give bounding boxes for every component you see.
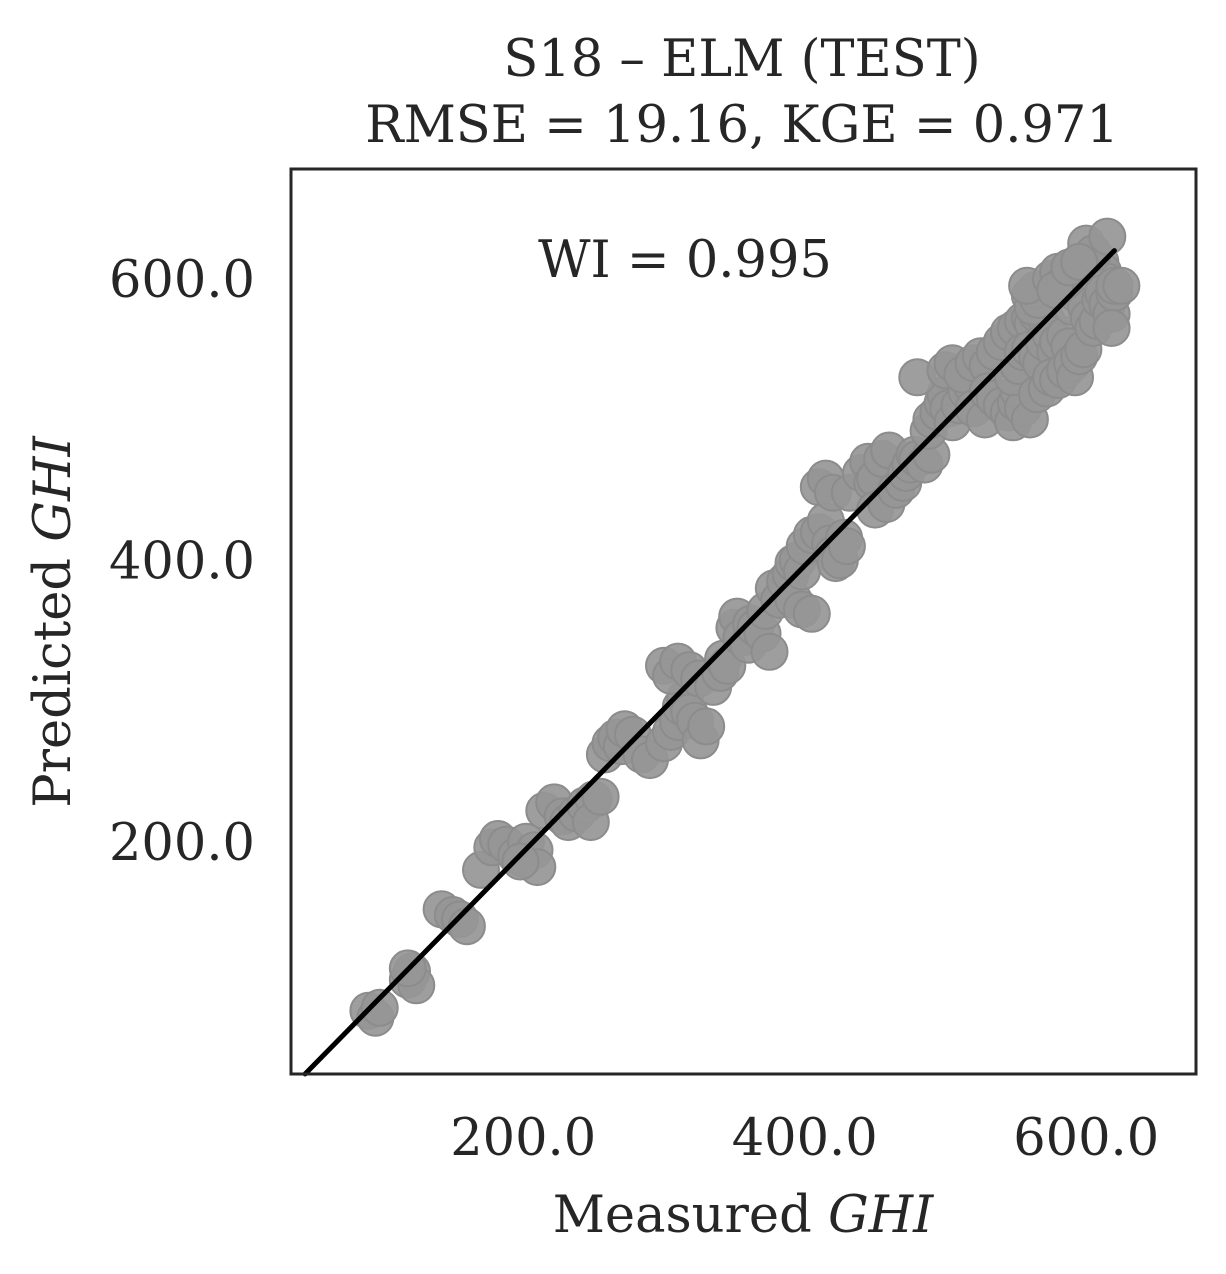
x-tick-label: 200.0 bbox=[450, 1109, 596, 1168]
x-axis-label-text: Measured bbox=[553, 1186, 828, 1245]
scatter-point bbox=[1102, 266, 1141, 305]
y-axis-label: Predicted GHI bbox=[24, 436, 83, 808]
y-tick-label: 600.0 bbox=[109, 251, 255, 310]
scatter-point bbox=[501, 842, 540, 881]
scatter-point bbox=[792, 594, 831, 633]
x-tick-label: 400.0 bbox=[732, 1109, 878, 1168]
scatter-point bbox=[447, 907, 486, 946]
plot-area bbox=[289, 167, 1198, 1077]
scatter-point bbox=[687, 707, 726, 746]
scatter-point bbox=[1088, 217, 1127, 256]
wi-annotation: WI = 0.995 bbox=[538, 231, 832, 290]
x-axis-label: Measured GHI bbox=[553, 1186, 934, 1245]
scatter-point bbox=[581, 777, 620, 816]
y-axis-label-italic: GHI bbox=[24, 436, 83, 542]
chart-subtitle: RMSE = 19.16, KGE = 0.971 bbox=[365, 96, 1119, 155]
x-tick-label: 600.0 bbox=[1013, 1109, 1159, 1168]
y-tick-label: 400.0 bbox=[109, 532, 255, 591]
scatter-point bbox=[827, 527, 866, 566]
y-axis-ticks: 200.0 400.0 600.0 bbox=[109, 251, 255, 873]
plot-frame bbox=[289, 167, 1198, 1076]
x-axis-ticks: 200.0 400.0 600.0 bbox=[450, 1109, 1159, 1168]
fit-line bbox=[302, 248, 1117, 1077]
x-axis-label-italic: GHI bbox=[828, 1186, 934, 1245]
scatter-point bbox=[360, 988, 399, 1027]
scatter-points bbox=[349, 217, 1141, 1037]
y-axis-label-text: Predicted bbox=[24, 542, 83, 808]
scatter-point bbox=[1092, 309, 1131, 347]
y-tick-label: 200.0 bbox=[109, 814, 255, 873]
scatter-point bbox=[750, 632, 789, 671]
scatter-point bbox=[1060, 242, 1099, 281]
chart-title: S18 – ELM (TEST) bbox=[503, 30, 980, 89]
